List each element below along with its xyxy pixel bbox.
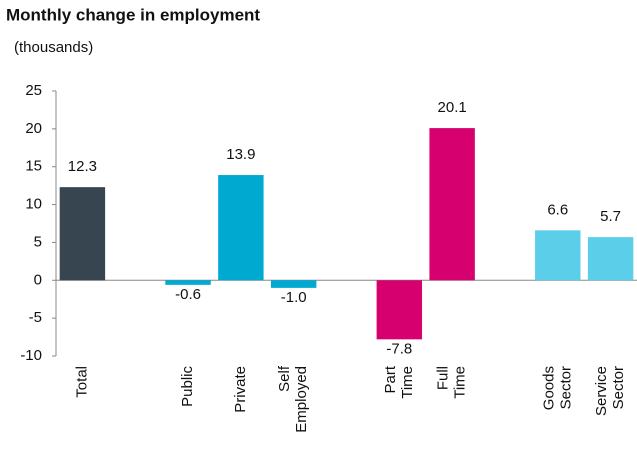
value-label: 13.9 <box>226 146 255 163</box>
bar <box>59 187 106 281</box>
x-tick-label: Private <box>232 366 249 413</box>
x-tick-line: Self <box>276 365 293 392</box>
x-tick-line: Full <box>435 366 452 390</box>
x-tick-label: Total <box>73 366 90 398</box>
x-tick-label: Public <box>179 366 196 407</box>
x-tick-line: Private <box>232 366 249 413</box>
y-tick-label: 20 <box>25 120 42 137</box>
x-tick-line: Goods <box>540 366 557 410</box>
x-tick-line: Service <box>593 366 610 416</box>
x-tick-line: Part <box>382 365 399 393</box>
chart-subtitle: (thousands) <box>14 39 93 56</box>
bar <box>218 175 264 281</box>
x-tick-line: Time <box>399 366 416 399</box>
x-tick-line: Total <box>73 366 90 398</box>
value-label: 5.7 <box>600 208 621 225</box>
value-label: 20.1 <box>438 99 467 116</box>
bar <box>587 237 634 281</box>
x-tick-label: ServiceSector <box>593 366 627 416</box>
value-label: 6.6 <box>547 201 568 218</box>
x-tick-label: SelfEmployed <box>276 365 310 433</box>
x-tick-line: Sector <box>610 366 627 409</box>
bar <box>165 280 211 285</box>
value-label: -1.0 <box>281 289 307 306</box>
bar <box>535 230 581 281</box>
x-tick-line: Sector <box>557 366 574 409</box>
bar <box>270 280 317 288</box>
x-tick-label: PartTime <box>382 365 416 399</box>
bar <box>376 280 423 340</box>
value-label: -7.8 <box>386 340 412 357</box>
value-label: -0.6 <box>175 286 201 303</box>
y-tick-label: 10 <box>25 196 42 213</box>
chart-title: Monthly change in employment <box>6 5 260 24</box>
x-tick-label: GoodsSector <box>540 366 574 410</box>
y-tick-label: 5 <box>34 233 42 250</box>
x-tick-line: Time <box>452 366 469 399</box>
bar <box>429 128 475 281</box>
value-label: 12.3 <box>68 158 97 175</box>
y-tick-label: 15 <box>25 158 42 175</box>
y-tick-label: 0 <box>34 271 42 288</box>
x-tick-label: FullTime <box>435 366 469 399</box>
y-tick-label: -5 <box>29 309 42 326</box>
x-tick-line: Public <box>179 366 196 407</box>
x-tick-line: Employed <box>293 366 310 433</box>
y-tick-label: -10 <box>20 347 42 364</box>
y-tick-label: 25 <box>25 82 42 99</box>
